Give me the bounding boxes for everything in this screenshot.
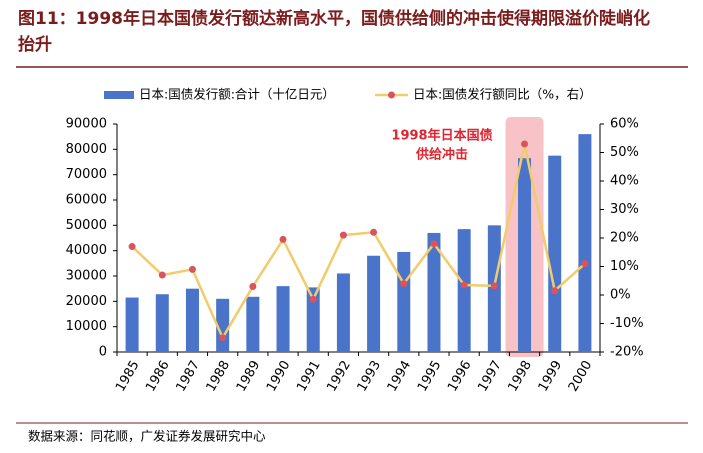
- y-tick-label: 90000: [66, 117, 107, 132]
- bar: [397, 251, 411, 352]
- line-marker: [400, 280, 408, 288]
- line-marker: [460, 281, 468, 289]
- x-tick-label: 1999: [536, 358, 566, 394]
- x-tick-label: 1996: [445, 358, 475, 394]
- bar: [185, 288, 199, 352]
- y2-tick-label: 20%: [610, 231, 639, 246]
- chart-title: 图11：1998年日本国债发行额达新高水平，国债供给侧的冲击使得期限溢价陡峭化抬…: [18, 9, 650, 55]
- x-tick-label: 1991: [294, 358, 324, 394]
- annotation: 供给冲击: [415, 147, 468, 163]
- x-tick-label: 1992: [324, 358, 354, 394]
- bar: [427, 232, 441, 352]
- line-marker: [490, 282, 498, 290]
- x-tick-label: 1993: [355, 358, 385, 394]
- line-marker: [219, 334, 227, 342]
- x-tick-label: 1995: [415, 358, 445, 394]
- y2-tick-label: 50%: [610, 145, 639, 160]
- y-tick-label: 0: [99, 345, 107, 360]
- bar: [367, 255, 381, 352]
- y2-tick-label: -20%: [610, 345, 644, 360]
- line-marker: [249, 282, 257, 290]
- bar: [306, 287, 320, 352]
- y2-tick-label: 10%: [610, 259, 639, 274]
- x-tick-label: 1989: [234, 358, 264, 394]
- x-tick-label: 1988: [204, 358, 234, 394]
- y-tick-label: 80000: [66, 142, 107, 157]
- line-marker: [430, 240, 438, 248]
- y-tick-label: 20000: [66, 294, 107, 309]
- bar: [518, 158, 532, 352]
- y-tick-label: 50000: [66, 218, 107, 233]
- line: [131, 143, 586, 341]
- bar: [457, 229, 471, 352]
- x-tick-label: 1998: [505, 358, 535, 394]
- bar: [155, 294, 169, 352]
- x-tick-label: 1985: [113, 358, 143, 394]
- y2-tick-label: 30%: [610, 202, 639, 217]
- x-tick-label: 1997: [475, 358, 505, 394]
- y2-tick-label: 0%: [610, 288, 631, 303]
- line-marker: [279, 235, 287, 243]
- line-marker: [581, 260, 589, 268]
- line-marker: [128, 243, 136, 251]
- legend-swatch: [104, 91, 134, 99]
- x-tick-label: 1990: [264, 358, 294, 394]
- legend-label: 日本:国债发行额:合计（十亿日元）: [139, 87, 335, 102]
- legend-label: 日本:国债发行额同比（%，右）: [413, 87, 592, 102]
- y-tick-label: 60000: [66, 193, 107, 208]
- bar: [125, 297, 139, 352]
- line-marker: [309, 295, 317, 303]
- y-tick-label: 40000: [66, 243, 107, 258]
- y-tick-label: 70000: [66, 167, 107, 182]
- bar: [276, 286, 290, 352]
- x-tick-label: 1987: [173, 358, 203, 394]
- legend-swatch: [388, 91, 395, 99]
- bar: [578, 134, 592, 352]
- x-tick-label: 1986: [143, 358, 173, 394]
- line-marker: [158, 271, 166, 279]
- x-tick-label: 1994: [385, 358, 415, 394]
- line-marker: [551, 287, 559, 295]
- y-tick-label: 10000: [66, 319, 107, 334]
- y2-tick-label: 40%: [610, 174, 639, 189]
- source: 数据来源：同花顺，广发证券发展研究中心: [28, 429, 266, 444]
- y-tick-label: 30000: [66, 269, 107, 284]
- line-marker: [188, 265, 196, 273]
- y2-tick-label: 60%: [610, 117, 639, 132]
- bar: [548, 155, 562, 352]
- annotation: 1998年日本国债: [391, 128, 492, 144]
- y2-tick-label: -10%: [610, 316, 644, 331]
- bar: [246, 296, 260, 352]
- bar: [336, 273, 350, 352]
- line-marker: [521, 140, 529, 148]
- line-marker: [370, 228, 378, 236]
- line-marker: [339, 231, 347, 239]
- x-tick-label: 2000: [566, 358, 596, 394]
